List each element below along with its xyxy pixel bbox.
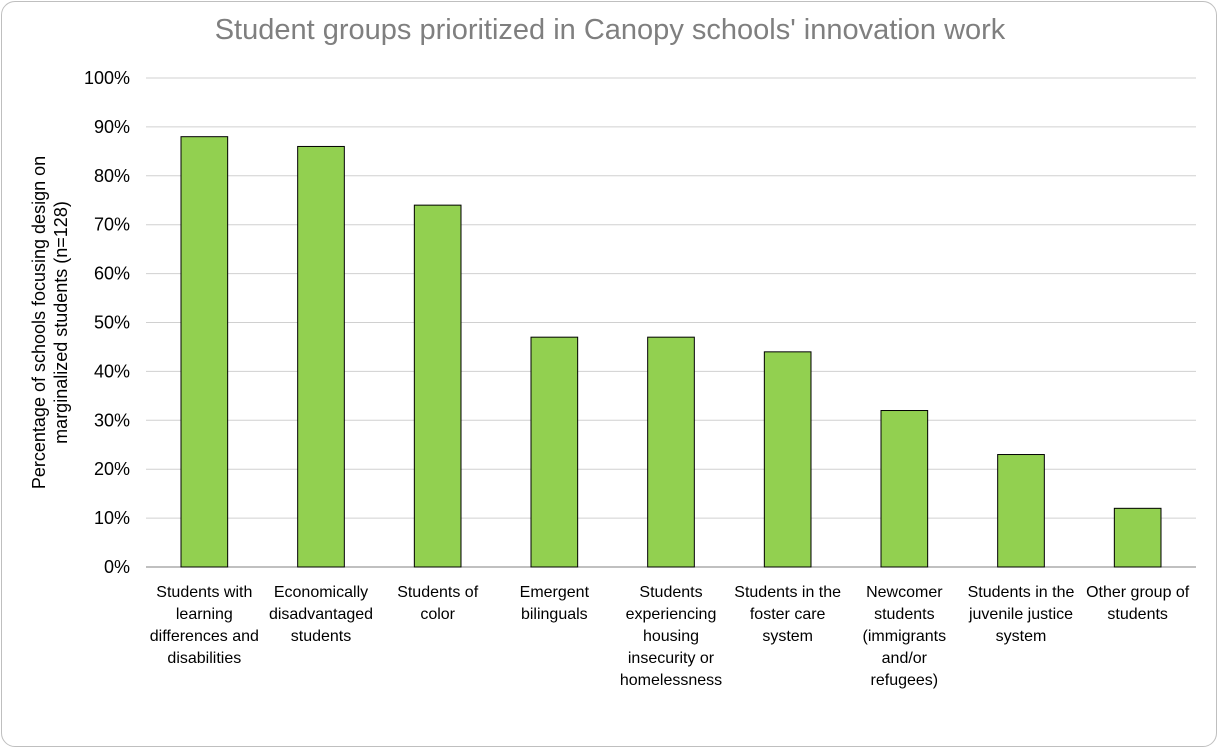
y-tick-label: 100% xyxy=(84,68,130,88)
bar xyxy=(530,336,579,568)
y-tick-label: 30% xyxy=(94,410,130,430)
x-category-label: Newcomer students (immigrants and/or refugee… xyxy=(863,584,947,689)
y-tick-label: 90% xyxy=(94,117,130,137)
x-category-label: Economically disadvantaged students xyxy=(269,584,373,645)
y-tick-label: 40% xyxy=(94,361,130,381)
bar xyxy=(880,410,929,568)
x-category-label: Students in the juvenile justice system xyxy=(968,584,1075,645)
x-category-label: Emergent bilinguals xyxy=(520,584,590,623)
bar xyxy=(763,351,812,568)
y-tick-label: 60% xyxy=(94,264,130,284)
bar xyxy=(997,454,1045,568)
bar xyxy=(180,136,229,568)
chart-title: Student groups prioritized in Canopy sch… xyxy=(214,14,1006,46)
x-category-label: Students with learning differences and disa… xyxy=(150,584,259,667)
bar xyxy=(647,336,695,568)
x-category-label: Other group of students xyxy=(1086,584,1190,623)
bar xyxy=(413,204,462,568)
y-tick-label: 0% xyxy=(104,557,130,577)
y-tick-label: 50% xyxy=(94,313,130,333)
y-tick-label: 10% xyxy=(94,508,130,528)
bar xyxy=(297,145,345,568)
y-tick-label: 80% xyxy=(94,166,130,186)
bar xyxy=(1113,507,1162,568)
x-category-label: Students of color xyxy=(397,584,479,623)
y-tick-label: 70% xyxy=(94,215,130,235)
y-tick-label: 20% xyxy=(94,459,130,479)
x-category-label: Students in the foster care system xyxy=(734,584,841,645)
y-axis-label: Percentage of schools focusing design on… xyxy=(29,156,71,489)
x-category-label: Students experiencing housing insecurity or… xyxy=(620,584,722,689)
